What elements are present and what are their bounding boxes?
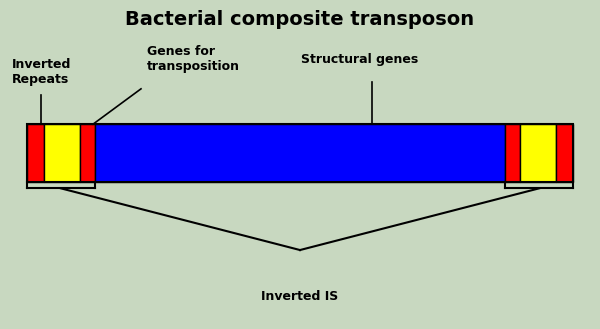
Bar — [505, 124, 520, 182]
Bar — [44, 124, 80, 182]
Bar — [27, 124, 44, 182]
Text: Bacterial composite transposon: Bacterial composite transposon — [125, 10, 475, 29]
Bar — [556, 124, 573, 182]
Text: Inverted IS: Inverted IS — [262, 290, 338, 303]
Text: Genes for
transposition: Genes for transposition — [147, 45, 240, 73]
Bar — [80, 124, 95, 182]
Bar — [95, 124, 505, 182]
Text: Structural genes: Structural genes — [301, 53, 419, 66]
Bar — [27, 124, 573, 182]
Text: Inverted
Repeats: Inverted Repeats — [12, 58, 71, 87]
Bar — [520, 124, 556, 182]
